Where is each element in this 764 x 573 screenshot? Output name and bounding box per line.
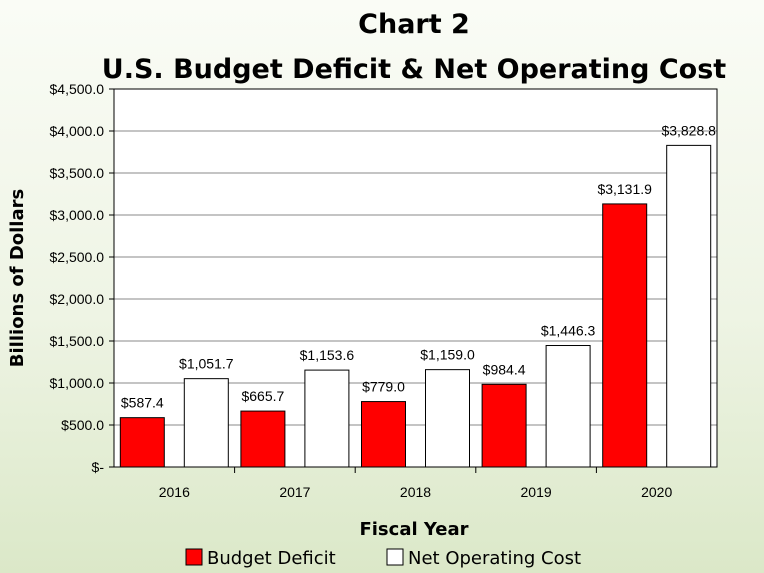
chart-title: Chart 2 bbox=[358, 9, 470, 40]
data-label-budget-deficit-2019: $984.4 bbox=[483, 361, 526, 377]
y-tick-label: $1,500.0 bbox=[50, 333, 105, 349]
bar-budget-deficit-2019 bbox=[481, 383, 527, 468]
bar-budget-deficit-2020 bbox=[602, 203, 648, 468]
y-tick-label: $500.0 bbox=[61, 417, 104, 433]
x-tick-labels: 2016 2017 2018 2019 2020 bbox=[159, 484, 673, 500]
data-label-net-operating-cost-2017: $1,153.6 bbox=[300, 347, 355, 363]
legend-label-budget-deficit: Budget Deficit bbox=[207, 548, 336, 569]
legend-label-net-operating-cost: Net Operating Cost bbox=[408, 548, 581, 569]
y-tick-label: $2,000.0 bbox=[50, 291, 105, 307]
data-label-budget-deficit-2017: $665.7 bbox=[241, 388, 284, 404]
data-label-budget-deficit-2020: $3,131.9 bbox=[597, 181, 652, 197]
x-tick-label-2018: 2018 bbox=[400, 484, 431, 500]
x-tick-label-2017: 2017 bbox=[279, 484, 310, 500]
legend: Budget Deficit Net Operating Cost bbox=[185, 548, 581, 569]
x-tick-label-2019: 2019 bbox=[521, 484, 552, 500]
bar-net-operating-cost-2019 bbox=[545, 345, 591, 468]
y-tick-labels: $- $500.0 $1,000.0 $1,500.0 $2,000.0 $2,500.0… bbox=[50, 81, 105, 475]
legend-swatch-net-operating-cost bbox=[386, 548, 404, 566]
bar-net-operating-cost-2020 bbox=[666, 144, 712, 468]
y-tick-label: $- bbox=[92, 459, 105, 475]
data-label-net-operating-cost-2019: $1,446.3 bbox=[541, 323, 596, 339]
y-axis-title: Billions of Dollars bbox=[7, 189, 28, 367]
plot-border bbox=[113, 88, 718, 468]
data-label-net-operating-cost-2016: $1,051.7 bbox=[179, 356, 234, 372]
y-tick-label: $1,000.0 bbox=[50, 375, 105, 391]
y-tick-label: $3,500.0 bbox=[50, 165, 105, 181]
legend-swatch-budget-deficit bbox=[185, 548, 203, 566]
bar-budget-deficit-2018 bbox=[361, 401, 406, 468]
y-tick-label: $4,000.0 bbox=[50, 123, 105, 139]
bar-net-operating-cost-2016 bbox=[183, 378, 229, 468]
data-label-net-operating-cost-2018: $1,159.0 bbox=[420, 347, 475, 363]
y-tick-label: $4,500.0 bbox=[50, 81, 105, 97]
bar-budget-deficit-2016 bbox=[119, 417, 165, 468]
x-axis-title: Fiscal Year bbox=[359, 519, 468, 540]
x-tick-label-2020: 2020 bbox=[641, 484, 672, 500]
data-label-net-operating-cost-2020: $3,828.8 bbox=[661, 122, 716, 138]
data-label-budget-deficit-2016: $587.4 bbox=[121, 395, 164, 411]
data-labels-group: $587.4 $1,051.7 $665.7 $1,153.6 $779.0 $1,159… bbox=[121, 122, 716, 410]
bar-net-operating-cost-2018 bbox=[425, 369, 470, 468]
bars-group bbox=[119, 144, 712, 468]
x-tick-label-2016: 2016 bbox=[159, 484, 190, 500]
bar-net-operating-cost-2017 bbox=[304, 369, 350, 468]
y-tick-label: $2,500.0 bbox=[50, 249, 105, 265]
data-label-budget-deficit-2018: $779.0 bbox=[362, 379, 405, 395]
y-tick-label: $3,000.0 bbox=[50, 207, 105, 223]
bar-budget-deficit-2017 bbox=[240, 410, 286, 468]
chart-subtitle: U.S. Budget Deficit & Net Operating Cost bbox=[102, 54, 726, 85]
